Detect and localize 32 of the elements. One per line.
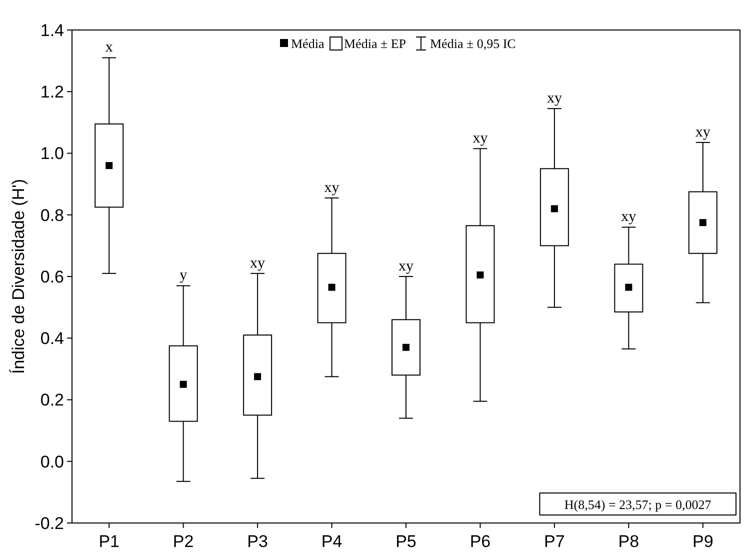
y-tick-label: 0.8 bbox=[40, 206, 64, 225]
x-tick-label: P6 bbox=[470, 532, 491, 551]
y-axis-title: Índice de Diversidade (H') bbox=[9, 178, 28, 374]
annotation: Média ± 0,95 IC bbox=[430, 36, 516, 51]
y-tick-label: 0.2 bbox=[40, 390, 64, 410]
annotation: x bbox=[105, 40, 114, 56]
annotation: xy bbox=[621, 209, 637, 226]
annotation: Média bbox=[291, 36, 324, 51]
x-tick-label: P2 bbox=[172, 532, 194, 551]
x-tick-label: P1 bbox=[98, 532, 120, 551]
y-tick-label: 0.4 bbox=[40, 329, 64, 348]
annotation: Média ± EP bbox=[344, 36, 406, 51]
annotation: xy bbox=[546, 90, 562, 107]
x-tick-label: P9 bbox=[692, 532, 714, 551]
y-tick-label: 1.0 bbox=[40, 144, 64, 164]
x-tick-label: P7 bbox=[544, 532, 565, 551]
annotation: y bbox=[180, 268, 188, 284]
x-tick-label: P3 bbox=[247, 532, 268, 551]
y-tick-label: 0.6 bbox=[40, 267, 64, 286]
annotation: H(8,54) = 23,57; p = 0,0027 bbox=[564, 497, 712, 512]
annotation: xy bbox=[324, 180, 340, 196]
x-tick-label: P4 bbox=[321, 532, 342, 551]
y-tick-label: 0.0 bbox=[40, 452, 64, 472]
x-tick-label: P8 bbox=[618, 532, 640, 551]
y-tick-label: 1.4 bbox=[40, 20, 64, 40]
annotation: xy bbox=[472, 130, 488, 147]
x-tick-label: P5 bbox=[396, 532, 416, 551]
y-tick-label: -0.2 bbox=[34, 514, 64, 533]
y-tick-label: 1.2 bbox=[40, 82, 64, 102]
annotation: xy bbox=[250, 255, 266, 272]
annotation: xy bbox=[695, 124, 711, 140]
annotation: xy bbox=[398, 258, 414, 274]
